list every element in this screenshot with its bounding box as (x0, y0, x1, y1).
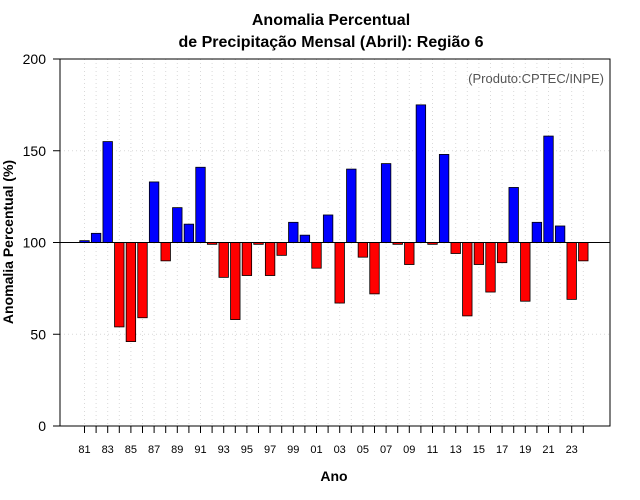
x-tick-label: 99 (287, 444, 299, 456)
bar-03 (334, 242, 345, 304)
y-axis: 0 50 100 150 200 (23, 51, 60, 434)
x-tick-label: 07 (380, 444, 392, 456)
bar-22 (554, 225, 566, 243)
bar-95 (241, 242, 253, 276)
bar-85 (125, 242, 137, 342)
x-tick-label: 19 (519, 444, 531, 456)
bar-00 (299, 234, 311, 243)
x-tick-label: 91 (194, 444, 206, 456)
bar-09 (404, 242, 415, 265)
bar-06 (369, 242, 380, 295)
bar-88 (160, 242, 171, 262)
bar-10 (415, 104, 427, 243)
bar-90 (183, 223, 195, 243)
bar-98 (276, 242, 287, 256)
bar-15 (473, 242, 485, 265)
x-tick-label: 89 (171, 444, 183, 456)
x-tick-label: 23 (566, 444, 578, 456)
bar-18 (508, 187, 519, 243)
bar-16 (485, 242, 496, 293)
bar-07 (380, 163, 392, 243)
x-tick-label: 83 (102, 444, 114, 456)
bar-97 (264, 242, 276, 276)
bar-12 (438, 154, 450, 243)
bar-layer (79, 104, 589, 342)
x-tick-label: 95 (241, 444, 253, 456)
bar-05 (357, 242, 369, 258)
bar-14 (462, 242, 473, 317)
bar-24 (578, 242, 589, 262)
chart-title-line1: Anomalia Percentual (252, 12, 410, 29)
bar-23 (566, 242, 577, 300)
x-tick-label: 85 (125, 444, 137, 456)
x-tick-label: 93 (218, 444, 230, 456)
x-tick-label: 17 (496, 444, 508, 456)
bar-19 (520, 242, 531, 302)
x-tick-label: 87 (148, 444, 160, 456)
bar-89 (172, 207, 183, 243)
x-tick-label: 11 (427, 444, 438, 456)
bar-13 (450, 242, 461, 254)
credit-label: (Produto:CPTEC/INPE) (468, 71, 604, 86)
bar-84 (114, 242, 125, 328)
y-tick-label: 50 (30, 326, 46, 342)
bar-01 (311, 242, 322, 269)
bar-04 (346, 168, 357, 243)
bar-21 (543, 135, 554, 243)
bar-17 (496, 242, 508, 264)
bar-83 (102, 141, 113, 243)
x-tick-label: 21 (542, 444, 554, 456)
chart-title-line2: de Precipitação Mensal (Abril): Região 6 (179, 34, 484, 51)
x-tick-label: 05 (357, 444, 369, 456)
x-tick-label: 01 (310, 444, 322, 456)
y-tick-label: 200 (23, 51, 47, 67)
y-tick-label: 0 (38, 418, 46, 434)
bar-86 (137, 242, 148, 319)
bar-91 (195, 166, 206, 243)
x-tick-label: 97 (264, 444, 276, 456)
bar-02 (322, 214, 334, 243)
y-tick-label: 150 (23, 143, 47, 159)
bar-87 (148, 181, 160, 243)
x-axis: 81 83 85 87 89 91 93 95 97 99 01 03 05 07 09 11 13 15 17 19… (78, 426, 584, 456)
bar-93 (218, 242, 229, 278)
x-tick-label: 15 (473, 444, 485, 456)
x-axis-label: Ano (320, 468, 347, 484)
bar-94 (230, 242, 241, 320)
y-tick-label: 100 (23, 235, 47, 251)
bar-82 (90, 232, 102, 243)
x-tick-label: 13 (450, 444, 462, 456)
x-tick-label: 09 (403, 444, 415, 456)
y-axis-label: Anomalia Percentual (%) (0, 160, 16, 324)
x-tick-label: 03 (334, 444, 346, 456)
bar-99 (288, 221, 299, 243)
bar-20 (531, 221, 543, 243)
x-tick-label: 81 (78, 444, 90, 456)
